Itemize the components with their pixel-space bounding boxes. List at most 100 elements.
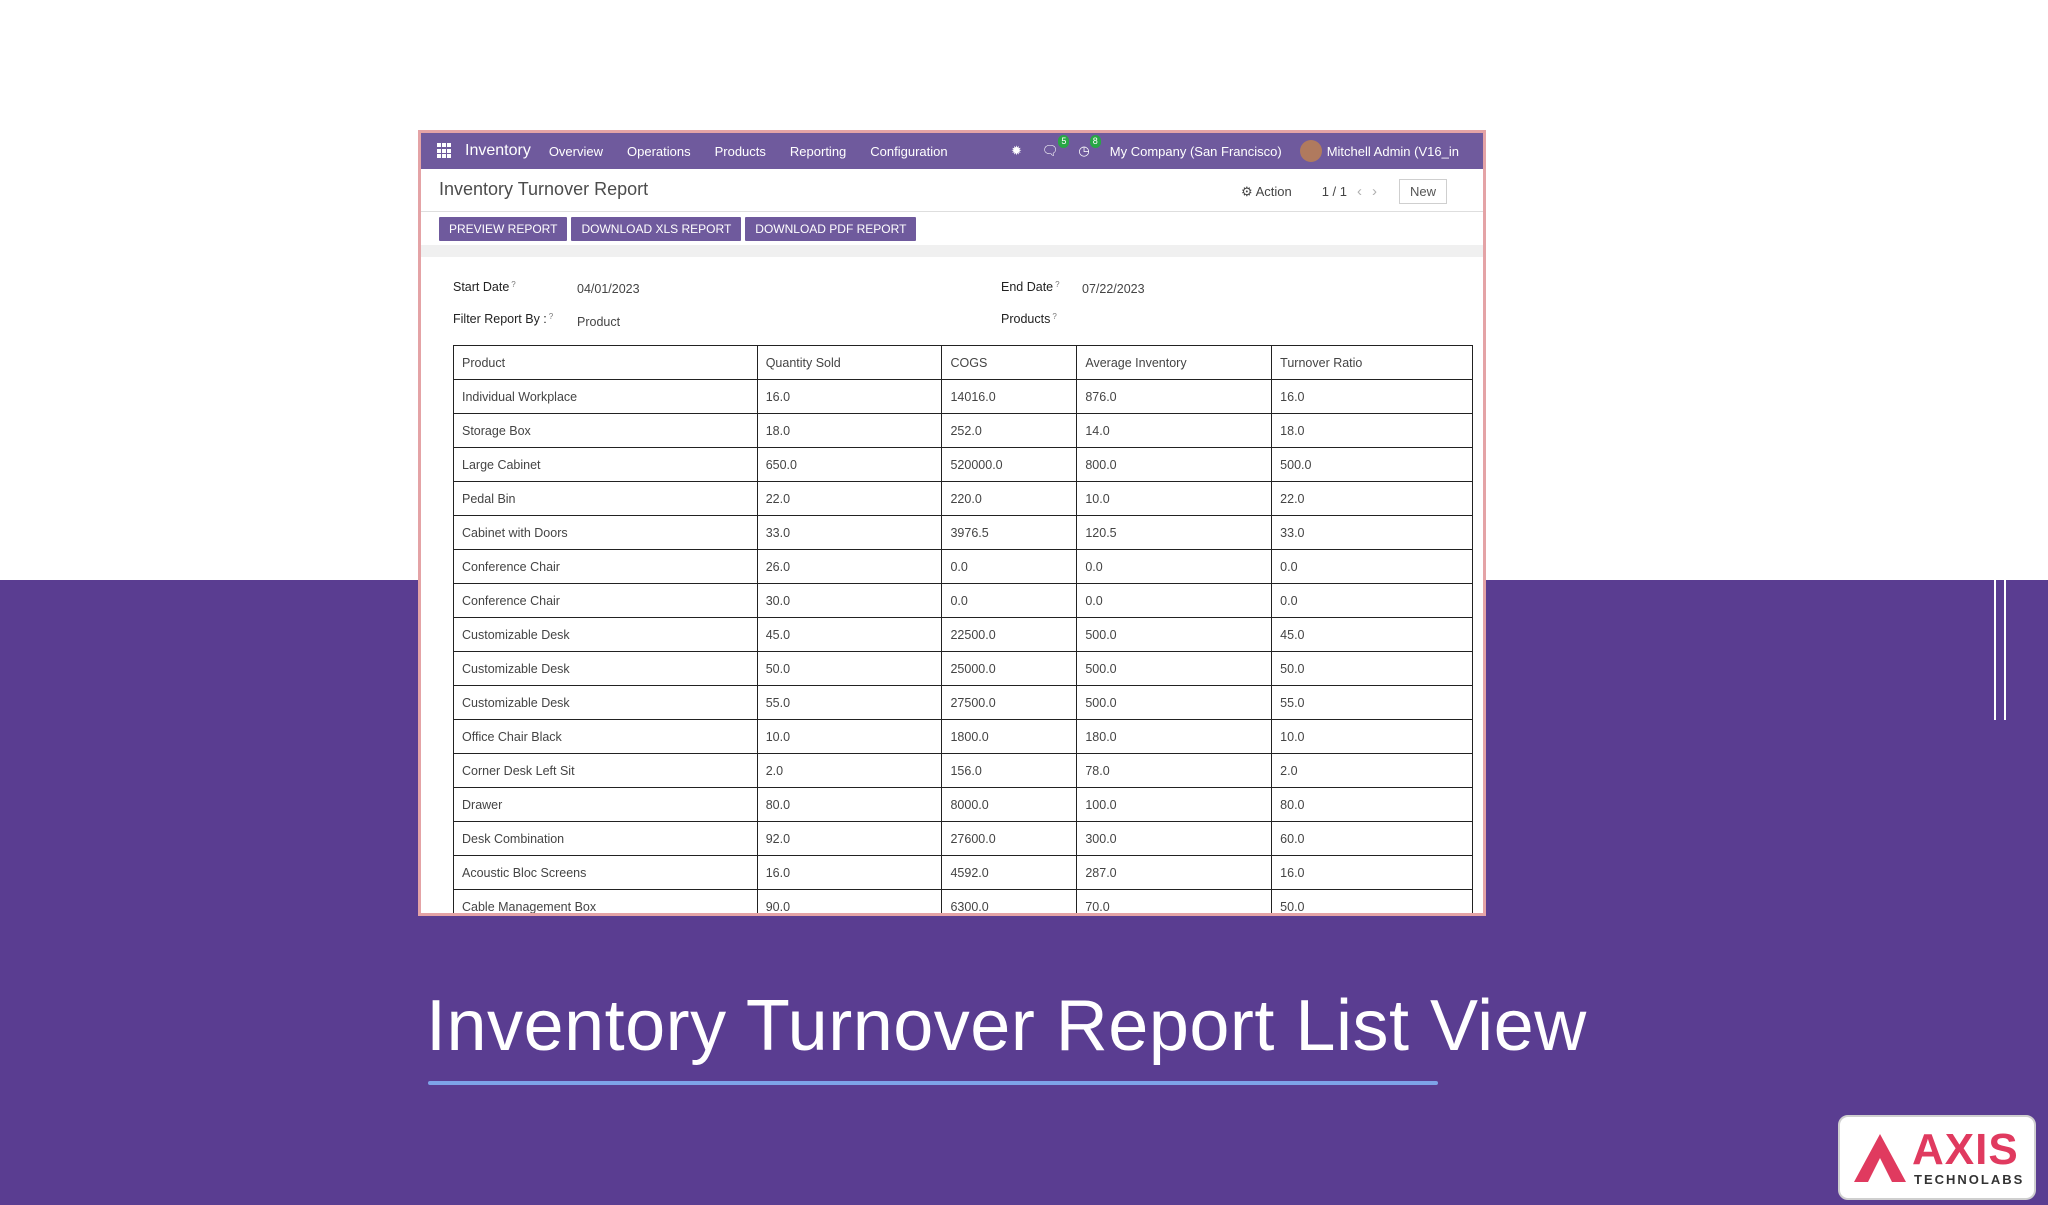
table-cell: 55.0 — [1271, 685, 1473, 720]
table-cell: 16.0 — [1271, 379, 1473, 414]
start-date-label: Start Date? — [453, 280, 516, 294]
title-underline — [428, 1081, 1438, 1085]
table-row[interactable]: Storage Box 18.0 252.0 14.0 18.0 — [453, 413, 1473, 448]
table-row[interactable]: Large Cabinet 650.0 520000.0 800.0 500.0 — [453, 447, 1473, 482]
table-cell: 50.0 — [756, 651, 943, 686]
new-button[interactable]: New — [1399, 179, 1448, 204]
table-row[interactable]: Pedal Bin 22.0 220.0 10.0 22.0 — [453, 481, 1473, 516]
table-cell: 45.0 — [1271, 617, 1473, 652]
chat-icon[interactable]: 🗨 5 — [1042, 135, 1070, 159]
table-cell: 78.0 — [1076, 753, 1273, 788]
download-pdf-button[interactable]: DOWNLOAD PDF REPORT — [745, 217, 917, 241]
table-header-row: Product Quantity Sold COGS Average Inven… — [453, 345, 1473, 380]
nav-item-products[interactable]: Products — [714, 143, 766, 159]
table-cell: 33.0 — [756, 515, 943, 550]
table-cell: 500.0 — [1076, 685, 1273, 720]
table-row[interactable]: Office Chair Black 10.0 1800.0 180.0 10.0 — [453, 719, 1473, 754]
table-cell: 18.0 — [1271, 413, 1473, 448]
column-header: Turnover Ratio — [1271, 345, 1473, 380]
chevron-right-icon[interactable]: › — [1372, 183, 1377, 200]
table-cell: Large Cabinet — [453, 447, 758, 482]
table-cell: 0.0 — [1271, 549, 1473, 584]
preview-report-button[interactable]: PREVIEW REPORT — [439, 217, 568, 241]
action-label: Action — [1255, 183, 1292, 199]
table-row[interactable]: Drawer 80.0 8000.0 100.0 80.0 — [453, 787, 1473, 822]
bug-icon[interactable]: ✹ — [1011, 143, 1022, 158]
table-cell: 14016.0 — [941, 379, 1078, 414]
nav-item-reporting[interactable]: Reporting — [789, 143, 847, 159]
report-buttons: PREVIEW REPORT DOWNLOAD XLS REPORT DOWNL… — [439, 217, 917, 241]
table-cell: 287.0 — [1076, 855, 1273, 890]
company-logo: AXIS TECHNOLABS — [1838, 1115, 2036, 1200]
logo-text: AXIS TECHNOLABS — [1912, 1128, 2024, 1188]
table-cell: 90.0 — [756, 889, 943, 913]
table-row[interactable]: Acoustic Bloc Screens 16.0 4592.0 287.0 16.0 — [453, 855, 1473, 890]
table-cell: 8000.0 — [941, 787, 1078, 822]
nav-item-configuration[interactable]: Configuration — [870, 143, 948, 159]
table-cell: Customizable Desk — [453, 685, 758, 720]
table-cell: 180.0 — [1076, 719, 1273, 754]
nav-item-overview[interactable]: Overview — [548, 143, 603, 159]
table-cell: 100.0 — [1076, 787, 1273, 822]
table-row[interactable]: Conference Chair 30.0 0.0 0.0 0.0 — [453, 583, 1473, 618]
table-cell: 22.0 — [756, 481, 943, 516]
table-cell: 4592.0 — [941, 855, 1078, 890]
table-row[interactable]: Customizable Desk 50.0 25000.0 500.0 50.0 — [453, 651, 1473, 686]
table-cell: 92.0 — [756, 821, 943, 856]
table-cell: Customizable Desk — [453, 617, 758, 652]
messages-badge: 5 — [1058, 135, 1070, 148]
download-xls-button[interactable]: DOWNLOAD XLS REPORT — [571, 217, 742, 241]
table-cell: Cabinet with Doors — [453, 515, 758, 550]
table-cell: 22.0 — [1271, 481, 1473, 516]
apps-grid-icon[interactable] — [437, 143, 453, 159]
table-cell: 0.0 — [1271, 583, 1473, 618]
axis-logo-icon — [1854, 1133, 1906, 1182]
table-row[interactable]: Conference Chair 26.0 0.0 0.0 0.0 — [453, 549, 1473, 584]
table-cell: Acoustic Bloc Screens — [453, 855, 758, 890]
user-menu[interactable]: Mitchell Admin (V16_in — [1326, 143, 1459, 159]
pager-value[interactable]: 1 / 1 — [1321, 184, 1347, 199]
table-cell: 300.0 — [1076, 821, 1273, 856]
table-cell: 10.0 — [1271, 719, 1473, 754]
decorative-line — [1994, 580, 1996, 720]
table-cell: 0.0 — [1076, 549, 1273, 584]
table-cell: Conference Chair — [453, 583, 758, 618]
table-cell: 10.0 — [756, 719, 943, 754]
table-cell: 55.0 — [756, 685, 943, 720]
table-row[interactable]: Corner Desk Left Sit 2.0 156.0 78.0 2.0 — [453, 753, 1473, 788]
column-header: COGS — [941, 345, 1078, 380]
table-cell: Pedal Bin — [453, 481, 758, 516]
table-cell: Desk Combination — [453, 821, 758, 856]
table-cell: Office Chair Black — [453, 719, 758, 754]
table-row[interactable]: Individual Workplace 16.0 14016.0 876.0 16.0 — [453, 379, 1473, 414]
products-label: Products? — [1001, 312, 1057, 326]
clock-icon[interactable]: ◷ 8 — [1078, 135, 1101, 159]
nav-brand[interactable]: Inventory — [465, 142, 531, 159]
table-cell: 27600.0 — [941, 821, 1078, 856]
table-row[interactable]: Customizable Desk 55.0 27500.0 500.0 55.0 — [453, 685, 1473, 720]
app-screenshot: Inventory Overview Operations Products R… — [418, 130, 1486, 916]
table-row[interactable]: Cable Management Box 90.0 6300.0 70.0 50.0 — [453, 889, 1473, 913]
chevron-left-icon[interactable]: ‹ — [1357, 183, 1362, 200]
filter-by-field[interactable]: Product — [577, 315, 621, 329]
avatar[interactable] — [1299, 140, 1322, 162]
table-cell: 2.0 — [1271, 753, 1473, 788]
table-cell: 45.0 — [756, 617, 943, 652]
table-cell: 876.0 — [1076, 379, 1273, 414]
table-row[interactable]: Desk Combination 92.0 27600.0 300.0 60.0 — [453, 821, 1473, 856]
nav-item-operations[interactable]: Operations — [627, 143, 691, 159]
table-cell: 252.0 — [941, 413, 1078, 448]
end-date-field[interactable]: 07/22/2023 — [1082, 282, 1145, 296]
column-header: Quantity Sold — [756, 345, 943, 380]
start-date-field[interactable]: 04/01/2023 — [577, 282, 640, 296]
table-cell: 80.0 — [756, 787, 943, 822]
divider — [421, 211, 1483, 212]
table-cell: 14.0 — [1076, 413, 1273, 448]
table-cell: Storage Box — [453, 413, 758, 448]
table-cell: 6300.0 — [941, 889, 1078, 913]
table-row[interactable]: Cabinet with Doors 33.0 3976.5 120.5 33.0 — [453, 515, 1473, 550]
table-row[interactable]: Customizable Desk 45.0 22500.0 500.0 45.0 — [453, 617, 1473, 652]
company-switcher[interactable]: My Company (San Francisco) — [1109, 143, 1282, 159]
table-cell: 26.0 — [756, 549, 943, 584]
action-menu[interactable]: ⚙ Action — [1241, 184, 1292, 200]
